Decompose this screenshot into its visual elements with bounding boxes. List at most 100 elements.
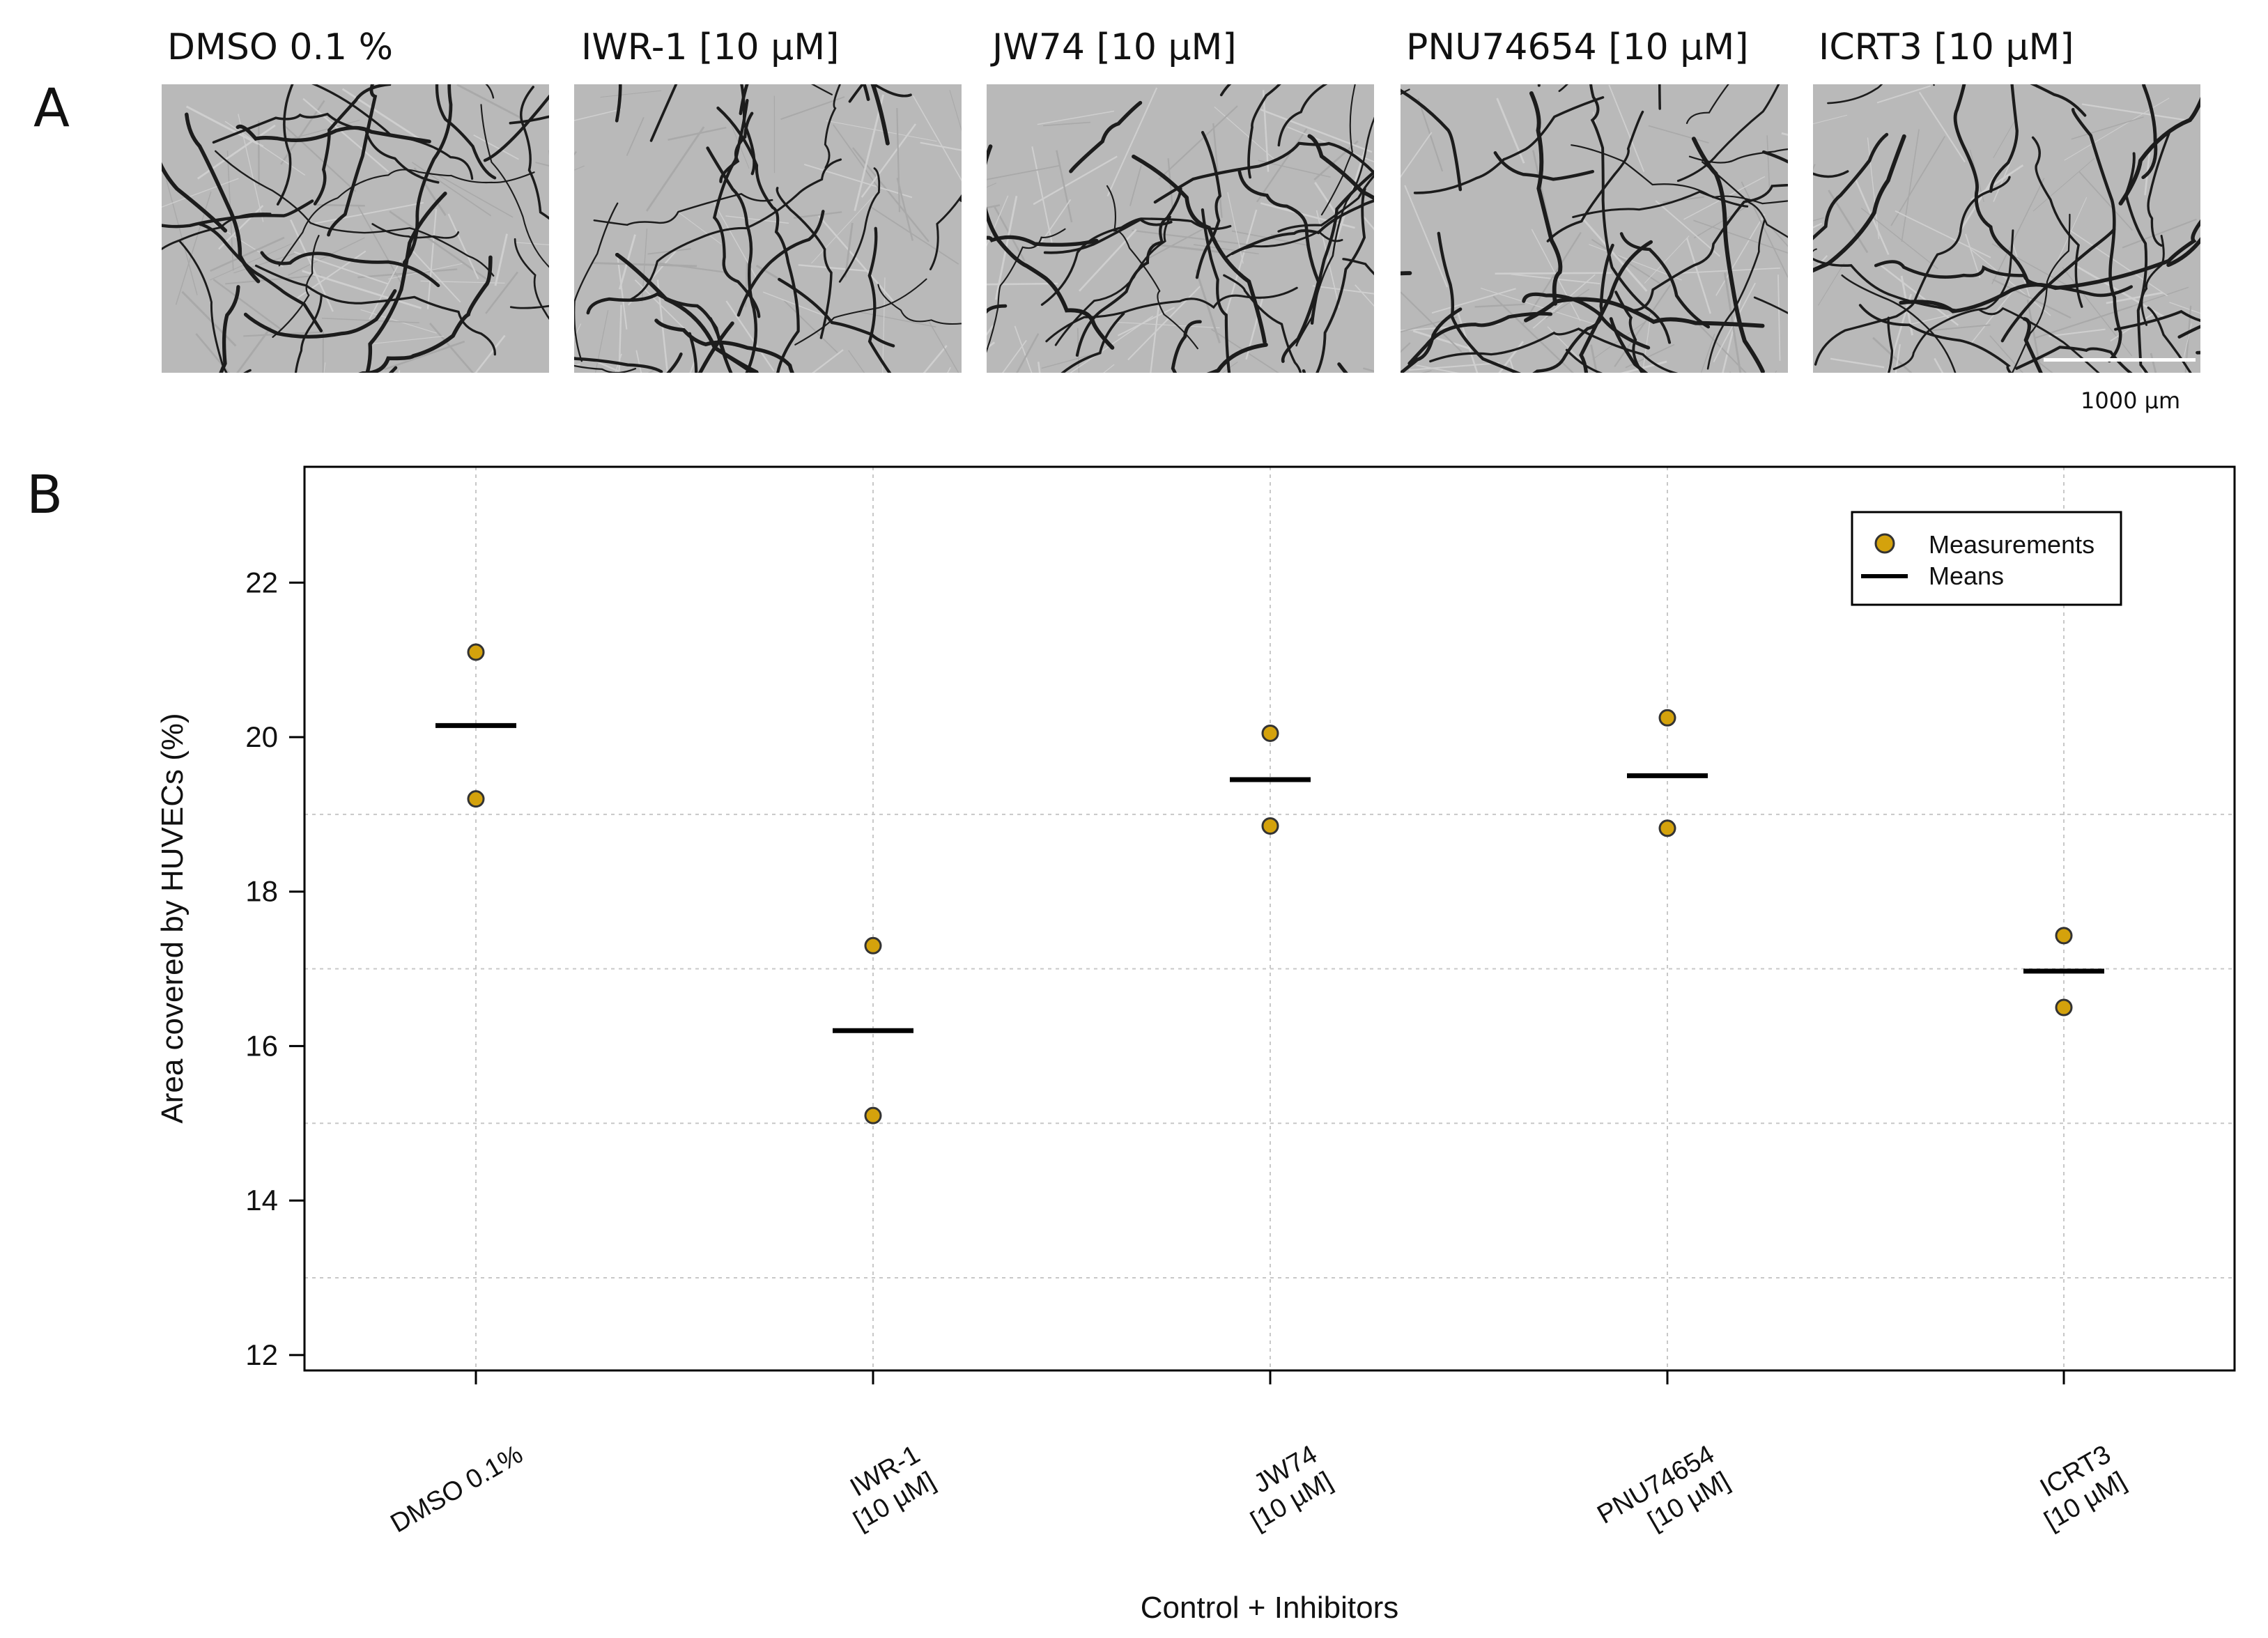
micrograph-texture	[456, 84, 523, 120]
measurement-point	[1261, 724, 1279, 742]
micrograph-pnu74654	[1401, 84, 1788, 373]
micrograph-texture	[2049, 328, 2106, 337]
cell-network-strand	[1813, 257, 1957, 311]
cell-network-strand	[2118, 96, 2200, 206]
x-tick-label: ICRT3[10 µM]	[2024, 1439, 2131, 1536]
cell-network-strand	[1953, 84, 2031, 287]
micrograph-texture	[1129, 164, 1142, 206]
cell-network-strand	[1237, 169, 1320, 363]
micrograph-texture	[447, 213, 479, 279]
micrograph-texture	[2068, 229, 2168, 297]
cell-network-strand	[2140, 234, 2165, 326]
cell-network-strand	[697, 321, 734, 373]
micrograph-texture	[812, 349, 844, 373]
micrograph-texture	[1813, 114, 1848, 125]
micrograph-texture	[1480, 288, 1597, 325]
cell-network-strand	[1676, 84, 1780, 183]
x-tick-label-line: DMSO 0.1%	[386, 1439, 528, 1538]
cell-network-strand	[1045, 286, 1298, 343]
image-title-iwr1: IWR-1 [10 µM]	[581, 26, 840, 68]
cell-network-strand	[1407, 311, 1553, 366]
cell-network-strand	[1075, 187, 1182, 357]
cell-network-strand	[1522, 292, 1651, 350]
cell-network-strand	[198, 222, 323, 333]
cell-network-strand	[1247, 84, 1281, 179]
micrograph-texture	[1589, 244, 1682, 281]
cell-network-strand	[574, 364, 637, 373]
micrograph-texture	[1817, 263, 1845, 306]
micrograph-texture	[668, 126, 727, 141]
micrograph-texture	[574, 109, 622, 121]
micrograph-texture	[2086, 286, 2189, 323]
cell-network-strand	[2022, 317, 2043, 373]
cell-network-strand	[1401, 307, 1463, 373]
micrograph-texture	[1926, 324, 1991, 332]
image-title-jw74: JW74 [10 µM]	[992, 26, 1237, 68]
micrograph-texture	[210, 243, 292, 281]
y-tick-label: 16	[245, 1029, 278, 1062]
cell-network-strand	[178, 239, 228, 373]
micrograph-texture	[1522, 231, 1582, 325]
cell-network-strand	[574, 202, 619, 362]
micrograph-texture	[1002, 339, 1027, 373]
cell-network-strand	[514, 238, 549, 320]
cell-network-strand	[1310, 170, 1374, 325]
cell-network-strand	[593, 192, 773, 226]
micrograph-texture	[1043, 121, 1091, 127]
micrograph-texture	[1224, 209, 1258, 320]
micrograph-texture	[1970, 249, 2051, 316]
micrograph-texture	[1895, 210, 1991, 258]
cell-network-strand	[740, 84, 756, 176]
micrograph-texture	[857, 311, 936, 327]
micrograph-texture	[870, 206, 959, 265]
legend-point-icon	[1874, 533, 1895, 554]
cell-network-strand	[2124, 152, 2149, 373]
panel-b-letter: B	[26, 463, 63, 525]
micrograph-texture	[1037, 110, 1115, 125]
cell-network-strand	[1688, 148, 1788, 164]
micrograph-texture	[1970, 164, 2024, 201]
micrograph-texture	[645, 126, 705, 212]
micrograph-texture	[861, 123, 916, 198]
micrograph-texture	[1117, 307, 1175, 337]
cell-network-strand	[1307, 134, 1374, 201]
cell-network-strand	[236, 124, 431, 144]
micrograph-texture	[2081, 103, 2189, 122]
micrograph-texture	[1139, 225, 1209, 264]
micrograph-texture	[1041, 353, 1097, 369]
micrograph-texture	[987, 164, 1061, 180]
micrograph-texture	[288, 237, 365, 276]
micrograph-texture	[2078, 171, 2134, 231]
micrograph-texture	[1867, 137, 1880, 240]
micrograph-texture	[1715, 213, 1766, 296]
micrograph-texture	[615, 353, 622, 373]
cell-network-strand	[1989, 84, 2019, 193]
cell-network-strand	[371, 223, 460, 239]
cell-network-strand	[987, 228, 1066, 353]
micrograph-jw74	[987, 84, 1374, 373]
cell-network-strand	[838, 167, 881, 283]
micrograph-texture	[411, 162, 492, 217]
micrograph-texture	[2169, 302, 2200, 314]
micrograph-texture	[2026, 299, 2042, 373]
micrograph-texture	[412, 250, 461, 303]
micrograph-texture	[1830, 357, 1885, 369]
panel-a-letter: A	[33, 77, 70, 139]
micrograph-texture	[2150, 353, 2157, 373]
micrograph-texture	[1078, 229, 1137, 292]
micrograph-texture	[1361, 215, 1374, 231]
cell-network-strand	[867, 226, 892, 373]
cell-network-strand	[272, 235, 320, 338]
cell-network-strand	[2000, 227, 2116, 343]
cell-network-strand	[1841, 274, 1957, 373]
micrograph-texture	[514, 242, 549, 245]
micrograph-texture	[1777, 275, 1781, 361]
micrograph-texture	[1991, 178, 2045, 284]
cell-network-strand	[1060, 312, 1125, 373]
image-title-icrt3: ICRT3 [10 µM]	[1819, 26, 2074, 68]
x-tick-label: JW74[10 µM]	[1231, 1439, 1337, 1536]
micrograph-texture	[185, 105, 264, 148]
micrograph-texture	[2122, 218, 2197, 249]
micrograph-texture	[1495, 272, 1612, 275]
cell-network-strand	[294, 293, 323, 373]
